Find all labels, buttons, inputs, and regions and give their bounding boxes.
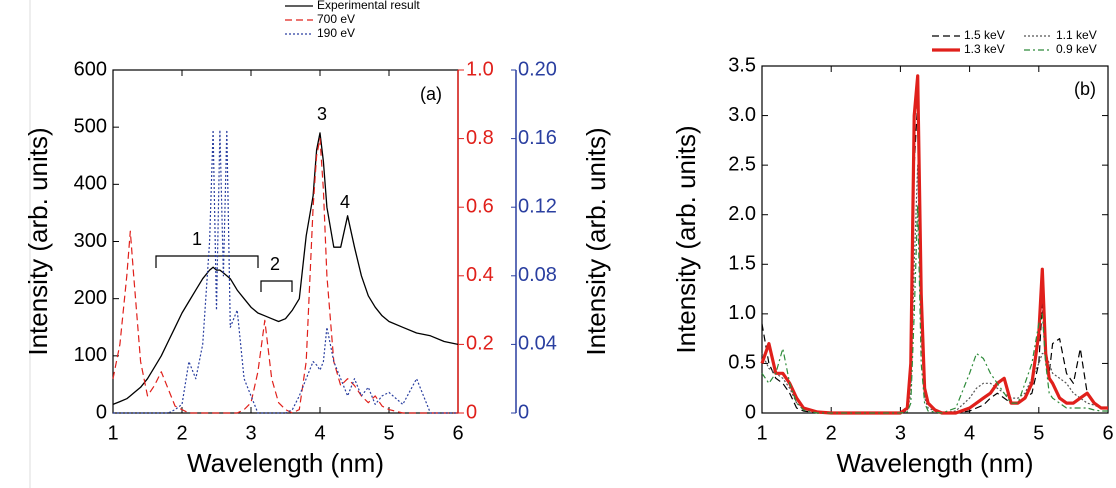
x-tick-label: 1: [756, 422, 767, 444]
series-line: [113, 129, 458, 414]
x-tick-label: 6: [452, 422, 463, 444]
series-line: [112, 132, 459, 406]
y-tick-label: 1.0: [728, 302, 756, 324]
y2-tick-label: 1.0: [466, 58, 494, 80]
legend-label: 1.5 keV: [964, 28, 1005, 42]
legend-label: 1.1 keV: [1056, 28, 1097, 42]
y2-tick-label: 0.4: [466, 264, 494, 286]
annotation: 1: [192, 229, 202, 249]
y-tick-label: 200: [74, 287, 107, 309]
bracket: [155, 255, 259, 268]
y-tick-label: 300: [74, 230, 107, 252]
x-tick-label: 6: [1102, 422, 1113, 444]
y2-tick-label: 0.2: [466, 333, 494, 355]
y-tick-label: 400: [74, 173, 107, 195]
legend-label: 0.9 keV: [1056, 42, 1097, 56]
y-tick-label: 2.5: [728, 153, 756, 175]
y-tick-label: 0: [745, 401, 756, 423]
series-line: [112, 138, 458, 414]
plot-frame: [112, 69, 459, 414]
y-tick-label: 1.5: [728, 253, 756, 275]
y-tick-label: 3.0: [728, 104, 756, 126]
bracket: [260, 280, 293, 292]
y-tick-label: 2.0: [728, 203, 756, 225]
y-tick-label: 3.5: [728, 54, 756, 76]
series-line: [760, 74, 1108, 415]
x-axis-label: Wavelength (nm): [187, 448, 384, 478]
x-tick-label: 2: [176, 422, 187, 444]
annotation: 2: [270, 254, 280, 274]
y-tick-label: 0.5: [728, 352, 756, 374]
legend-label: 190 eV: [317, 26, 355, 40]
annotation: 4: [340, 192, 350, 212]
y3-tick-label: 0.16: [518, 127, 557, 149]
x-tick-label: 3: [895, 422, 906, 444]
y-axis-label: Intensity (arb. units): [671, 125, 701, 353]
y-tick-label: 500: [74, 115, 107, 137]
y3-tick-label: 0: [518, 401, 529, 423]
annotation: (b): [1074, 79, 1096, 99]
annotation: 3: [317, 104, 327, 124]
x-tick-label: 4: [964, 422, 975, 444]
series-line: [761, 100, 1108, 414]
series-line: [761, 164, 1108, 414]
x-tick-label: 4: [314, 422, 325, 444]
x-tick-label: 2: [826, 422, 837, 444]
legend-label: 700 eV: [317, 12, 355, 26]
y3-tick-label: 0.08: [518, 264, 557, 286]
y3-tick-label: 0.04: [518, 333, 557, 355]
y-axis-label: Intensity (arb. units): [23, 127, 53, 355]
x-tick-label: 1: [107, 422, 118, 444]
legend-label: 1.3 keV: [964, 42, 1005, 56]
y2-tick-label: 0: [466, 401, 477, 423]
x-tick-label: 5: [383, 422, 394, 444]
y2-tick-label: 0.6: [466, 195, 494, 217]
legend-label: Experimental result: [317, 0, 420, 12]
x-tick-label: 3: [245, 422, 256, 444]
x-axis-label: Wavelength (nm): [837, 448, 1034, 478]
y3-tick-label: 0.12: [518, 195, 557, 217]
y-tick-label: 0: [96, 401, 107, 423]
y-tick-label: 600: [74, 58, 107, 80]
x-tick-label: 5: [1033, 422, 1044, 444]
series-line: [761, 204, 1108, 414]
y2-tick-label: 0.8: [466, 127, 494, 149]
y3-tick-label: 0.20: [518, 58, 557, 80]
y-tick-label: 100: [74, 344, 107, 366]
y2-axis-label: Intensity (arb. units): [581, 127, 611, 355]
plot-frame: [761, 65, 1109, 414]
annotation: (a): [420, 84, 442, 104]
